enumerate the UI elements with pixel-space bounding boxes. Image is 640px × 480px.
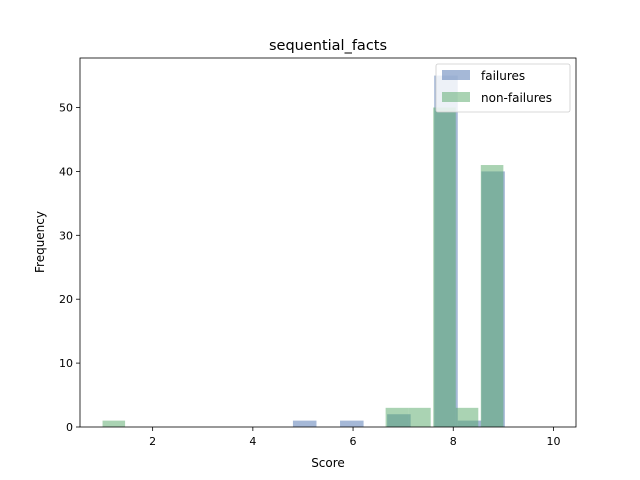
legend-swatch-failures <box>442 70 470 80</box>
bar-non-failures-3 <box>433 107 456 428</box>
y-tick-label: 40 <box>59 165 73 178</box>
y-tick-label: 0 <box>66 421 73 434</box>
legend-label-non-failures: non-failures <box>481 91 552 105</box>
legend-swatch-non-failures <box>442 92 470 102</box>
bars-layer <box>102 75 505 428</box>
y-axis-label: Frequency <box>33 211 47 273</box>
bar-non-failures-1 <box>385 407 409 427</box>
chart-title: sequential_facts <box>269 38 387 54</box>
y-tick-label: 10 <box>59 357 73 370</box>
y-tick-label: 50 <box>59 102 73 115</box>
bar-non-failures-2 <box>408 407 431 427</box>
x-axis-label: Score <box>311 456 345 470</box>
x-tick-label: 4 <box>249 435 256 448</box>
x-tick-label: 6 <box>350 435 357 448</box>
bar-non-failures-4 <box>455 407 479 427</box>
x-tick-label: 10 <box>546 435 560 448</box>
bar-non-failures-5 <box>480 165 504 427</box>
x-tick-label: 2 <box>149 435 156 448</box>
legend-label-failures: failures <box>481 69 525 83</box>
x-tick-label: 8 <box>450 435 457 448</box>
y-tick-label: 20 <box>59 293 73 306</box>
y-tick-label: 30 <box>59 229 73 242</box>
bar-failures-1 <box>340 420 364 427</box>
plot-frame <box>79 57 577 428</box>
bar-failures-0 <box>292 420 317 427</box>
ticks-layer: 2 4 6 8 10 0 10 20 30 40 50 <box>59 102 560 448</box>
bar-non-failures-0 <box>102 420 126 427</box>
legend: failures non-failures <box>435 63 571 113</box>
